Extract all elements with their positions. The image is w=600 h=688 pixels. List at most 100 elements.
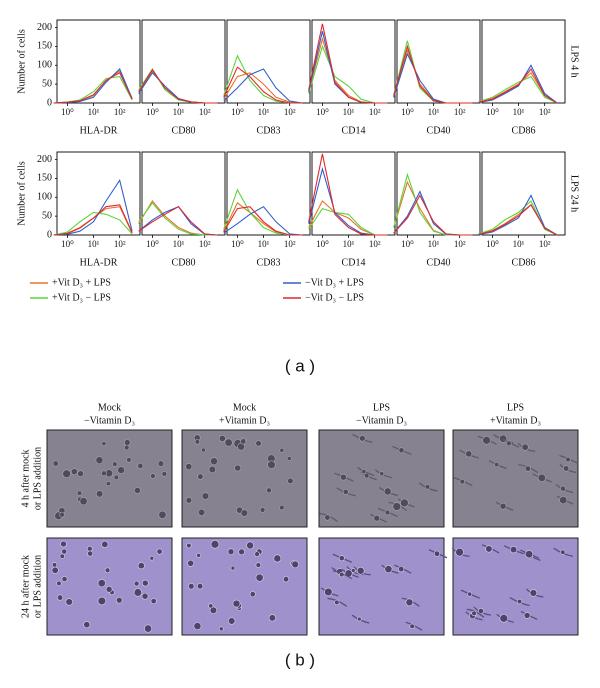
y-tick-label: 0 bbox=[47, 229, 52, 240]
histogram-curve bbox=[223, 202, 303, 236]
cell bbox=[259, 507, 266, 513]
micrograph bbox=[318, 429, 445, 528]
x-tick-label: 10¹ bbox=[173, 107, 185, 117]
row-header: or LPS addition bbox=[32, 447, 43, 510]
cell bbox=[529, 589, 538, 597]
panel-frame bbox=[311, 151, 396, 236]
micrograph-image bbox=[452, 429, 579, 528]
cell bbox=[51, 562, 58, 568]
row-header: 4 h after mock bbox=[20, 449, 31, 507]
cell bbox=[117, 466, 125, 474]
histogram-curve bbox=[53, 76, 133, 104]
cell bbox=[384, 565, 393, 574]
panel-frame bbox=[226, 19, 311, 104]
cell bbox=[59, 511, 65, 518]
cell bbox=[356, 566, 365, 575]
micrograph-image bbox=[318, 429, 445, 528]
y-tick-label: 200 bbox=[37, 154, 52, 165]
cell bbox=[359, 435, 366, 442]
cell bbox=[210, 540, 220, 549]
cell bbox=[234, 464, 242, 472]
cell bbox=[137, 462, 144, 469]
column-header: +Vitamin D₃ bbox=[219, 415, 270, 426]
cell bbox=[246, 541, 254, 550]
marker-label: HLA-DR bbox=[80, 257, 118, 268]
x-tick-label: 10⁰ bbox=[486, 107, 499, 117]
x-tick-label: 10⁰ bbox=[316, 107, 329, 117]
cell bbox=[144, 624, 153, 633]
cell bbox=[409, 623, 415, 629]
cell bbox=[516, 598, 523, 605]
cell bbox=[218, 626, 224, 632]
panel-frame bbox=[141, 19, 226, 104]
x-tick-label: 10² bbox=[114, 239, 126, 249]
cell bbox=[194, 439, 201, 445]
cell bbox=[282, 576, 290, 583]
row-label: LPS 24 h bbox=[569, 175, 580, 212]
cell bbox=[133, 588, 142, 597]
x-tick-label: 10⁰ bbox=[61, 107, 74, 117]
x-tick-label: 10² bbox=[284, 239, 296, 249]
cell bbox=[254, 551, 260, 557]
x-tick-label: 10² bbox=[199, 239, 211, 249]
x-tick-label: 10⁰ bbox=[231, 107, 244, 117]
cell bbox=[537, 473, 546, 482]
cell bbox=[161, 471, 168, 477]
cell bbox=[113, 474, 119, 481]
x-tick-label: 10⁰ bbox=[486, 239, 499, 249]
cell bbox=[61, 576, 68, 582]
panel-frame bbox=[141, 151, 226, 236]
cell bbox=[240, 438, 247, 445]
cell bbox=[255, 440, 262, 447]
cell bbox=[560, 485, 566, 492]
cell bbox=[158, 510, 167, 519]
cell bbox=[95, 456, 104, 465]
cell bbox=[255, 562, 262, 568]
cell bbox=[201, 447, 206, 453]
cell bbox=[141, 579, 149, 587]
cell bbox=[83, 621, 91, 629]
cell bbox=[224, 438, 233, 447]
histogram-curve bbox=[223, 72, 303, 104]
cell bbox=[255, 573, 264, 582]
cell bbox=[342, 488, 349, 495]
micrograph-image bbox=[46, 429, 173, 528]
y-tick-label: 50 bbox=[42, 78, 52, 89]
x-tick-label: 10⁰ bbox=[146, 239, 159, 249]
cell bbox=[150, 473, 156, 479]
x-tick-label: 10² bbox=[284, 107, 296, 117]
marker-label: CD86 bbox=[512, 257, 536, 268]
histogram-curve bbox=[223, 205, 303, 236]
cell bbox=[97, 596, 107, 606]
histogram-curve bbox=[138, 202, 218, 236]
histogram-curve bbox=[478, 203, 558, 236]
cell bbox=[392, 502, 402, 511]
histogram-curve bbox=[53, 70, 133, 104]
marker-label: CD83 bbox=[257, 257, 281, 268]
histogram-curve bbox=[308, 31, 388, 104]
cell bbox=[87, 550, 94, 557]
cell bbox=[494, 461, 500, 468]
y-tick-label: 150 bbox=[37, 41, 52, 52]
histogram-curve bbox=[393, 180, 473, 236]
cell bbox=[477, 608, 484, 615]
histogram-curve bbox=[393, 172, 473, 236]
legend-label: +Vit D₃ − LPS bbox=[52, 292, 111, 303]
cell bbox=[485, 545, 493, 553]
marker-label: CD40 bbox=[427, 257, 451, 268]
cell bbox=[101, 470, 107, 477]
cell bbox=[156, 548, 163, 555]
cell bbox=[79, 497, 88, 506]
cell bbox=[210, 457, 218, 466]
cell bbox=[499, 614, 509, 623]
histogram-curve bbox=[308, 166, 388, 236]
cell bbox=[361, 468, 367, 474]
cell bbox=[433, 550, 441, 557]
histogram-curve bbox=[393, 190, 473, 236]
cell bbox=[232, 599, 241, 608]
cell bbox=[267, 460, 276, 469]
marker-label: CD14 bbox=[342, 125, 366, 136]
cell bbox=[65, 598, 73, 606]
cell bbox=[133, 580, 140, 587]
x-tick-label: 10¹ bbox=[343, 239, 355, 249]
